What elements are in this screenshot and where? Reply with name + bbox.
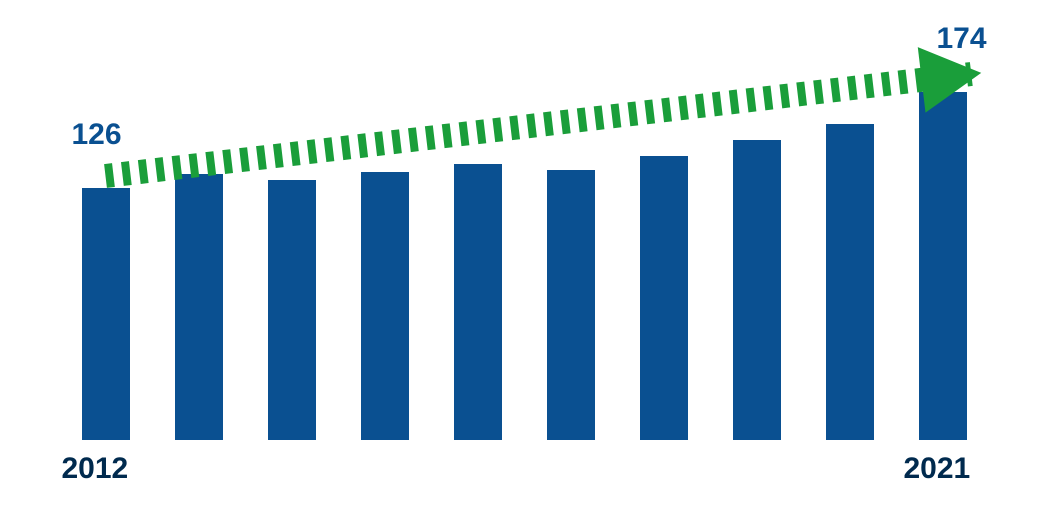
first-x-label: 2012 <box>62 452 129 486</box>
first-value-label: 126 <box>72 118 122 152</box>
trend-arrow <box>0 0 1048 521</box>
last-value-label: 174 <box>937 22 987 56</box>
last-x-label: 2021 <box>904 452 971 486</box>
bar-chart: 126 174 2012 2021 <box>0 0 1048 521</box>
